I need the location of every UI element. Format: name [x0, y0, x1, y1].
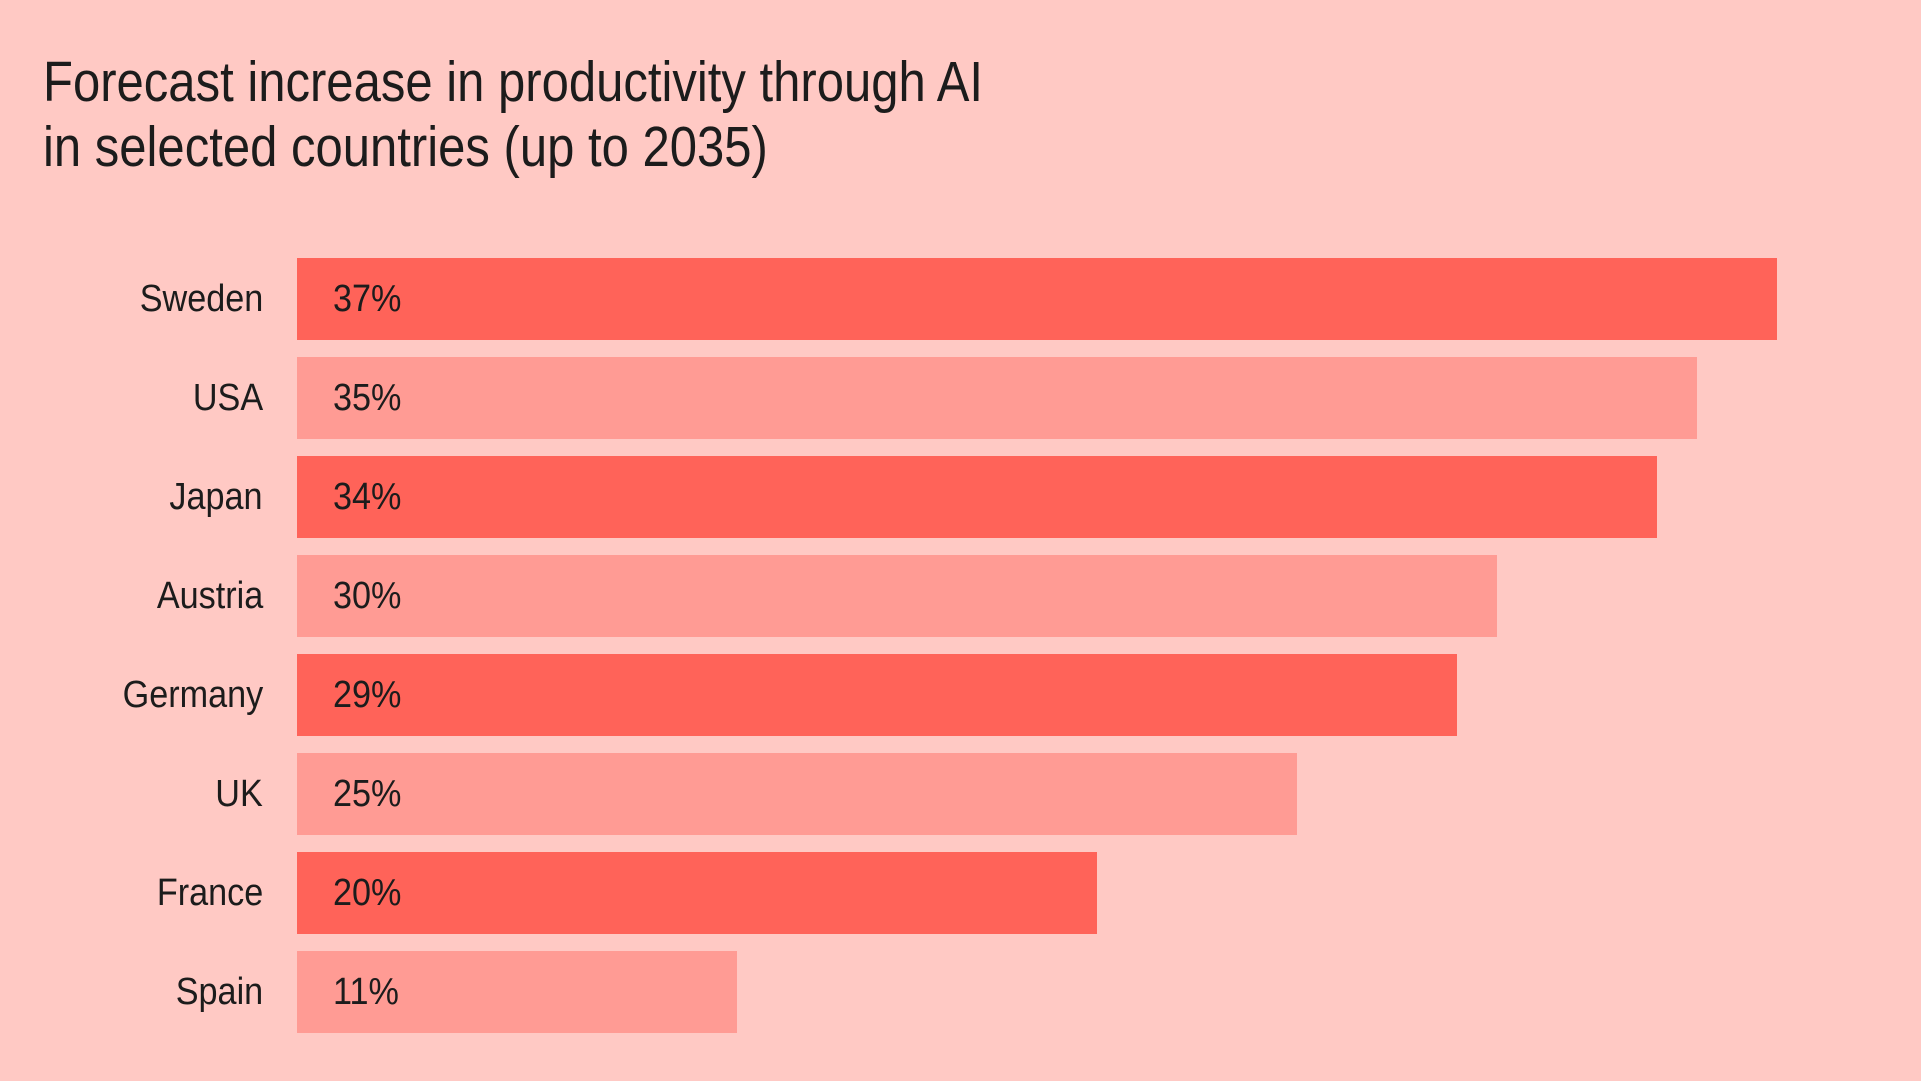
country-label-cell: France — [0, 852, 297, 934]
bar: 35% — [297, 357, 1697, 439]
bar: 11% — [297, 951, 737, 1033]
value-label: 25% — [333, 772, 402, 815]
country-label: Japan — [169, 475, 263, 518]
value-label: 30% — [333, 574, 402, 617]
chart-row: Austria 30% — [0, 555, 1777, 637]
chart-row: Spain 11% — [0, 951, 1777, 1033]
country-label-cell: Japan — [0, 456, 297, 538]
country-label: Austria — [156, 574, 263, 617]
country-label: UK — [215, 772, 263, 815]
country-label-cell: Sweden — [0, 258, 297, 340]
country-label: France — [156, 871, 263, 914]
chart-row: Japan 34% — [0, 456, 1777, 538]
bar: 25% — [297, 753, 1297, 835]
chart-row: UK 25% — [0, 753, 1777, 835]
bar-chart: Sweden 37% USA 35% Japan 34% Austria 30%… — [0, 258, 1777, 1033]
country-label-cell: UK — [0, 753, 297, 835]
country-label: Germany — [122, 673, 263, 716]
country-label-cell: Spain — [0, 951, 297, 1033]
value-label: 20% — [333, 871, 402, 914]
chart-title: Forecast increase in productivity throug… — [43, 50, 983, 180]
bar: 37% — [297, 258, 1777, 340]
country-label-cell: USA — [0, 357, 297, 439]
chart-row: Sweden 37% — [0, 258, 1777, 340]
chart-row: USA 35% — [0, 357, 1777, 439]
chart-title-line-2: in selected countries (up to 2035) — [43, 115, 768, 179]
chart-row: France 20% — [0, 852, 1777, 934]
bar: 29% — [297, 654, 1457, 736]
value-label: 35% — [333, 376, 402, 419]
chart-row: Germany 29% — [0, 654, 1777, 736]
country-label-cell: Austria — [0, 555, 297, 637]
country-label: Spain — [175, 970, 263, 1013]
country-label: Sweden — [139, 277, 263, 320]
value-label: 29% — [333, 673, 402, 716]
country-label-cell: Germany — [0, 654, 297, 736]
value-label: 37% — [333, 277, 402, 320]
bar: 20% — [297, 852, 1097, 934]
value-label: 11% — [333, 970, 399, 1013]
country-label: USA — [192, 376, 263, 419]
value-label: 34% — [333, 475, 402, 518]
bar: 30% — [297, 555, 1497, 637]
bar: 34% — [297, 456, 1657, 538]
chart-title-line-1: Forecast increase in productivity throug… — [43, 50, 984, 114]
